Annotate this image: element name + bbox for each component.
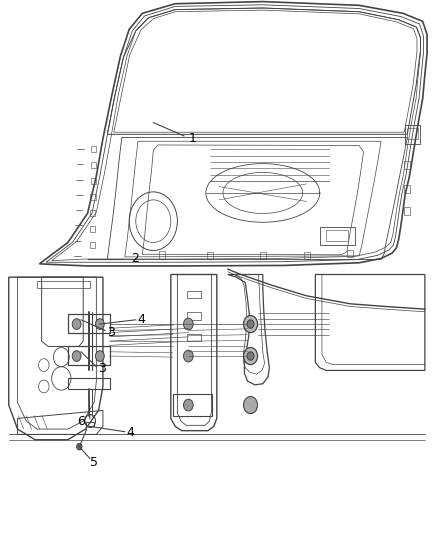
- Text: 3: 3: [99, 362, 106, 375]
- Bar: [187, 291, 201, 298]
- Text: 1: 1: [188, 132, 196, 145]
- Text: 3: 3: [107, 326, 115, 338]
- Circle shape: [95, 319, 104, 329]
- Text: 4: 4: [126, 426, 134, 439]
- Bar: [86, 422, 94, 426]
- Bar: [404, 185, 410, 193]
- Text: 5: 5: [90, 456, 98, 469]
- Bar: [159, 251, 165, 259]
- Bar: [90, 194, 95, 200]
- Bar: [90, 242, 95, 248]
- Circle shape: [247, 320, 254, 328]
- Bar: [405, 125, 420, 144]
- Bar: [91, 146, 96, 152]
- Text: 2: 2: [131, 252, 139, 265]
- Circle shape: [184, 350, 193, 362]
- Bar: [90, 210, 95, 216]
- Circle shape: [244, 316, 258, 333]
- Bar: [207, 252, 213, 259]
- Circle shape: [184, 318, 193, 330]
- Text: 4: 4: [137, 313, 145, 326]
- Circle shape: [72, 319, 81, 329]
- Text: 6: 6: [78, 415, 85, 427]
- Circle shape: [244, 397, 258, 414]
- Circle shape: [72, 351, 81, 361]
- Bar: [260, 252, 266, 259]
- Circle shape: [77, 443, 82, 450]
- Bar: [347, 250, 353, 257]
- Bar: [37, 281, 90, 288]
- Bar: [304, 252, 310, 259]
- Circle shape: [244, 348, 258, 365]
- Bar: [404, 161, 410, 169]
- Bar: [320, 227, 355, 245]
- Circle shape: [184, 399, 193, 411]
- Bar: [91, 178, 96, 184]
- Circle shape: [247, 352, 254, 360]
- Bar: [407, 128, 418, 139]
- Bar: [326, 230, 348, 241]
- Bar: [187, 312, 201, 320]
- Bar: [91, 162, 96, 168]
- Bar: [90, 226, 95, 232]
- Bar: [404, 207, 410, 215]
- Circle shape: [95, 351, 104, 361]
- Bar: [187, 334, 201, 341]
